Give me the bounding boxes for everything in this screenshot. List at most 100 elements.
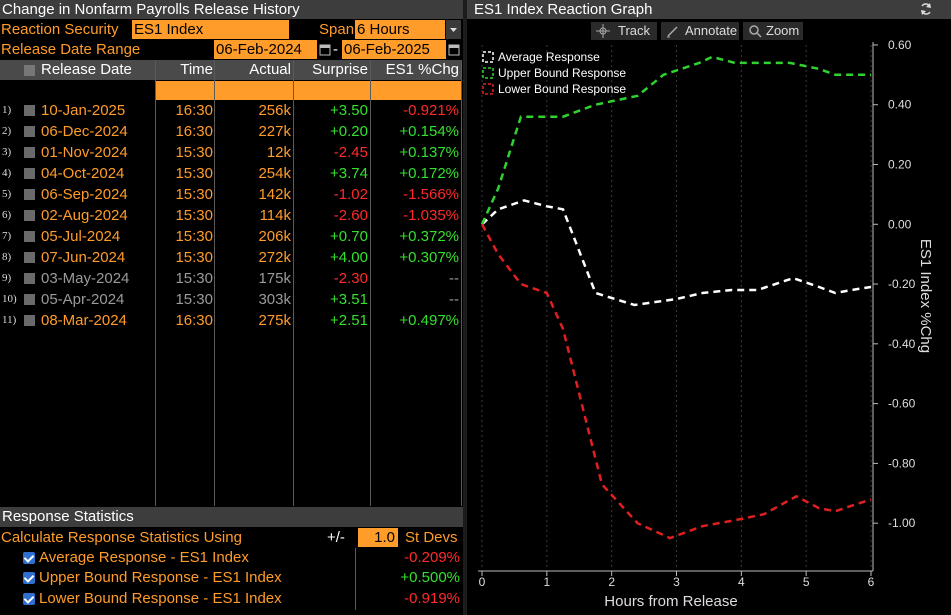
table-row[interactable]: 2) 06-Dec-2024 16:30 227k +0.20 +0.154% (0, 121, 463, 142)
row-checkbox[interactable] (24, 126, 35, 137)
col-es1-chg[interactable]: ES1 %Chg (385, 61, 459, 78)
std-dev-input[interactable]: 1.0 (358, 528, 398, 547)
row-actual: 272k (258, 249, 291, 266)
table-row[interactable]: 8) 07-Jun-2024 15:30 272k +4.00 +0.307% (0, 247, 463, 268)
row-surprise: +2.51 (330, 312, 368, 329)
row-time: 15:30 (175, 228, 213, 245)
stat-lower-label: Lower Bound Response - ES1 Index (39, 590, 282, 607)
calendar-icon (448, 44, 460, 56)
release-date-range-label: Release Date Range (1, 41, 141, 58)
legend-swatch (482, 83, 494, 95)
stat-lower-checkbox[interactable] (23, 593, 35, 605)
row-index: 7) (2, 230, 12, 242)
row-index: 1) (2, 104, 12, 116)
stat-upper-label: Upper Bound Response - ES1 Index (39, 569, 282, 586)
reaction-security-field[interactable]: ES1 Index (132, 20, 289, 39)
y-tick-label: -0.80 (888, 456, 916, 470)
panel-divider[interactable] (463, 0, 467, 615)
row-checkbox[interactable] (24, 105, 35, 116)
span-select[interactable]: 6 Hours (355, 20, 445, 39)
row-index: 11) (2, 314, 17, 326)
row-surprise: +3.51 (330, 291, 368, 308)
left-panel: Change in Nonfarm Payrolls Release Histo… (0, 0, 463, 615)
table-row[interactable]: 6) 02-Aug-2024 15:30 114k -2.60 -1.035% (0, 205, 463, 226)
table-row[interactable]: 11) 08-Mar-2024 16:30 275k +2.51 +0.497% (0, 310, 463, 331)
row-time: 16:30 (175, 123, 213, 140)
row-actual: 275k (258, 312, 291, 329)
row-checkbox[interactable] (24, 168, 35, 179)
table-row[interactable]: 9) 03-May-2024 15:30 175k -2.30 -- (0, 268, 463, 289)
y-tick-label: -0.40 (888, 337, 916, 351)
col-actual[interactable]: Actual (249, 61, 291, 78)
filter-row[interactable] (156, 81, 461, 100)
table-row[interactable]: 4) 04-Oct-2024 15:30 254k +3.74 +0.172% (0, 163, 463, 184)
legend-label: Upper Bound Response (498, 66, 626, 80)
row-actual: 12k (266, 144, 291, 161)
row-es1-chg: -0.921% (403, 102, 459, 119)
row-index: 10) (2, 293, 17, 305)
row-actual: 142k (258, 186, 291, 203)
row-surprise: +3.50 (330, 102, 368, 119)
stat-upper-checkbox[interactable] (23, 572, 35, 584)
row-release-date: 05-Apr-2024 (41, 291, 125, 308)
col-time[interactable]: Time (180, 61, 213, 78)
row-es1-chg: +0.307% (399, 249, 459, 266)
row-es1-chg: -1.035% (403, 207, 459, 224)
y-tick-label: -1.00 (888, 516, 916, 530)
date-from-calendar-button[interactable] (319, 43, 331, 61)
y-tick-label: 0.60 (888, 38, 912, 52)
stat-average-value: -0.209% (404, 549, 460, 566)
row-time: 15:30 (175, 144, 213, 161)
panel-title: Change in Nonfarm Payrolls Release Histo… (0, 0, 463, 19)
track-button[interactable]: Track (591, 22, 657, 40)
x-tick-label: 1 (543, 575, 550, 589)
table-row[interactable]: 7) 05-Jul-2024 15:30 206k +0.70 +0.372% (0, 226, 463, 247)
refresh-button[interactable] (919, 2, 933, 21)
row-actual: 206k (258, 228, 291, 245)
x-tick-label: 0 (479, 575, 486, 589)
date-to-calendar-button[interactable] (448, 43, 460, 61)
y-tick-label: -0.20 (888, 277, 916, 291)
table-row[interactable]: 5) 06-Sep-2024 15:30 142k -1.02 -1.566% (0, 184, 463, 205)
row-actual: 114k (259, 207, 291, 224)
col-release-date[interactable]: Release Date (41, 61, 132, 78)
span-dropdown-button[interactable] (446, 20, 461, 39)
legend-label: Lower Bound Response (498, 82, 626, 96)
row-surprise: -2.60 (333, 207, 368, 224)
row-actual: 227k (258, 123, 291, 140)
table-row[interactable]: 3) 01-Nov-2024 15:30 12k -2.45 +0.137% (0, 142, 463, 163)
zoom-button[interactable]: Zoom (743, 22, 803, 40)
x-tick-label: 6 (868, 575, 875, 589)
stat-average-checkbox[interactable] (23, 552, 35, 564)
x-tick-label: 4 (738, 575, 745, 589)
col-surprise[interactable]: Surprise (312, 61, 368, 78)
row-index: 3) (2, 146, 12, 158)
row-checkbox[interactable] (24, 252, 35, 263)
reaction-chart[interactable]: 0.60 0.40 0.20 0.00 -0.20 -0.40 -0.60 -0.80 -1.0… (467, 0, 951, 615)
row-checkbox[interactable] (24, 315, 35, 326)
x-tick-label: 3 (673, 575, 680, 589)
row-actual: 303k (258, 291, 291, 308)
select-all-checkbox[interactable] (24, 65, 35, 76)
row-surprise: +0.70 (330, 228, 368, 245)
row-checkbox[interactable] (24, 189, 35, 200)
row-checkbox[interactable] (24, 210, 35, 221)
row-time: 15:30 (175, 207, 213, 224)
row-release-date: 07-Jun-2024 (41, 249, 126, 266)
row-checkbox[interactable] (24, 147, 35, 158)
row-surprise: -2.45 (333, 144, 368, 161)
y-axis-label: ES1 Index %Chg (917, 239, 934, 353)
x-axis-label: Hours from Release (604, 593, 737, 610)
table-row[interactable]: 1) 10-Jan-2025 16:30 256k +3.50 -0.921% (0, 100, 463, 121)
table-row[interactable]: 10) 05-Apr-2024 15:30 303k +3.51 -- (0, 289, 463, 310)
row-checkbox[interactable] (24, 231, 35, 242)
series-line-lower-bound-response (480, 223, 872, 540)
legend-swatch (482, 51, 494, 63)
date-to-field[interactable]: 06-Feb-2025 (342, 40, 446, 59)
row-checkbox[interactable] (24, 273, 35, 284)
row-time: 15:30 (175, 249, 213, 266)
annotate-button[interactable]: Annotate (661, 22, 739, 40)
row-release-date: 10-Jan-2025 (41, 102, 126, 119)
date-from-field[interactable]: 06-Feb-2024 (214, 40, 317, 59)
row-checkbox[interactable] (24, 294, 35, 305)
